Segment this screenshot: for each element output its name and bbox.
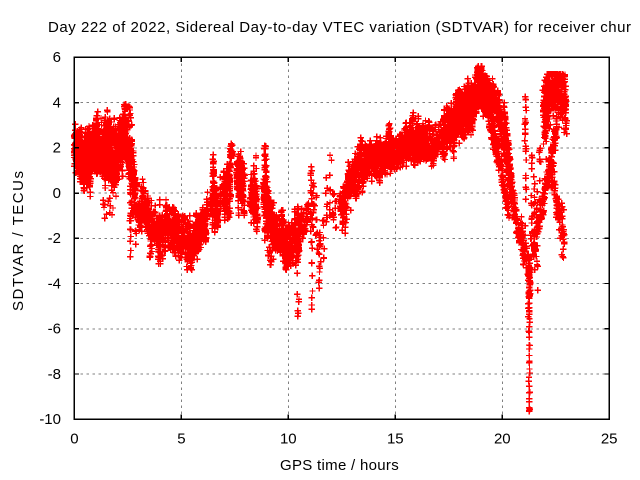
svg-text:Day 222 of 2022, Sidereal Day-: Day 222 of 2022, Sidereal Day-to-day VTE… [48, 19, 631, 36]
svg-text:GPS time / hours: GPS time / hours [280, 457, 399, 474]
svg-text:15: 15 [387, 430, 404, 447]
svg-text:SDTVAR / TECUs: SDTVAR / TECUs [10, 171, 27, 311]
svg-text:25: 25 [601, 430, 618, 447]
svg-text:10: 10 [280, 430, 297, 447]
svg-text:2: 2 [53, 140, 61, 157]
svg-text:0: 0 [53, 185, 61, 202]
svg-text:-8: -8 [48, 366, 61, 383]
svg-text:5: 5 [177, 430, 185, 447]
svg-text:-4: -4 [48, 275, 61, 292]
svg-text:-2: -2 [48, 230, 61, 247]
svg-text:6: 6 [53, 49, 61, 66]
svg-text:20: 20 [494, 430, 511, 447]
svg-text:-6: -6 [48, 321, 61, 338]
svg-text:0: 0 [70, 430, 78, 447]
svg-text:-10: -10 [39, 411, 61, 428]
svg-text:4: 4 [53, 95, 61, 112]
